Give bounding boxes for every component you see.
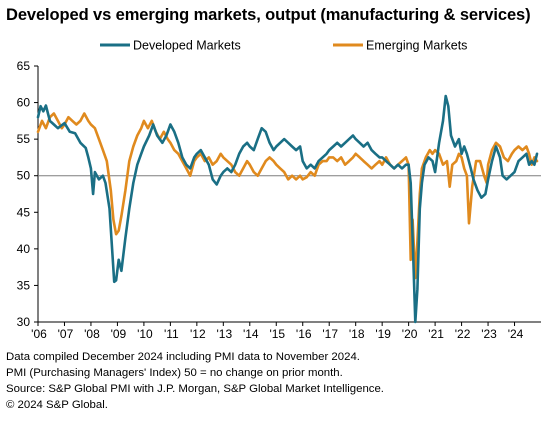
x-tick-label: '15 xyxy=(269,327,285,341)
y-tick-label: 60 xyxy=(17,96,31,110)
note-copyright: © 2024 S&P Global. xyxy=(6,399,108,411)
x-tick-label: '10 xyxy=(137,327,153,341)
y-tick-label: 55 xyxy=(17,132,31,146)
series-layer xyxy=(36,94,541,324)
x-tick-label: '14 xyxy=(243,327,259,341)
x-axis: '06 '07 '08 '09 '10 '11 '12 '13 '14 '15 '16 '17 '18 '… xyxy=(31,321,541,341)
series-line-developed-markets xyxy=(36,94,539,324)
x-tick-label: '23 xyxy=(481,327,497,341)
y-tick-label: 65 xyxy=(17,59,31,73)
series-line-emerging-markets xyxy=(36,112,539,280)
x-tick-label: '20 xyxy=(402,327,418,341)
x-tick-label: '11 xyxy=(164,327,179,341)
x-tick-label: '12 xyxy=(190,327,206,341)
x-tick-label: '16 xyxy=(296,327,312,341)
x-tick-label: '19 xyxy=(375,327,391,341)
x-tick-label: '22 xyxy=(455,327,471,341)
note-data-compiled: Data compiled December 2024 including PM… xyxy=(6,351,360,363)
x-tick-label: '06 xyxy=(31,327,47,341)
x-tick-label: '24 xyxy=(508,327,524,341)
legend-label: Developed Markets xyxy=(133,39,241,53)
x-tick-label: '09 xyxy=(111,327,127,341)
y-tick-label: 35 xyxy=(17,278,31,292)
legend-label: Emerging Markets xyxy=(366,39,467,53)
line-chart: Developed Markets Emerging Markets 30 35 40… xyxy=(17,39,541,341)
note-pmi-definition: PMI (Purchasing Managers' Index) 50 = no… xyxy=(6,367,343,379)
y-tick-label: 50 xyxy=(17,169,31,183)
y-axis: 30 35 40 45 50 55 60 65 xyxy=(17,59,39,329)
y-tick-label: 45 xyxy=(17,205,31,219)
x-tick-label: '13 xyxy=(216,327,232,341)
y-tick-label: 30 xyxy=(17,315,31,329)
chart-title: Developed vs emerging markets, output (m… xyxy=(6,6,531,24)
y-tick-label: 40 xyxy=(17,242,31,256)
x-tick-label: '07 xyxy=(58,327,74,341)
x-tick-label: '08 xyxy=(84,327,100,341)
x-tick-label: '21 xyxy=(428,327,444,341)
chart-legend: Developed Markets Emerging Markets xyxy=(100,39,467,53)
note-source: Source: S&P Global PMI with J.P. Morgan,… xyxy=(6,383,384,395)
chart-notes: Data compiled December 2024 including PM… xyxy=(6,349,384,413)
x-tick-label: '17 xyxy=(322,327,338,341)
x-tick-label: '18 xyxy=(349,327,365,341)
